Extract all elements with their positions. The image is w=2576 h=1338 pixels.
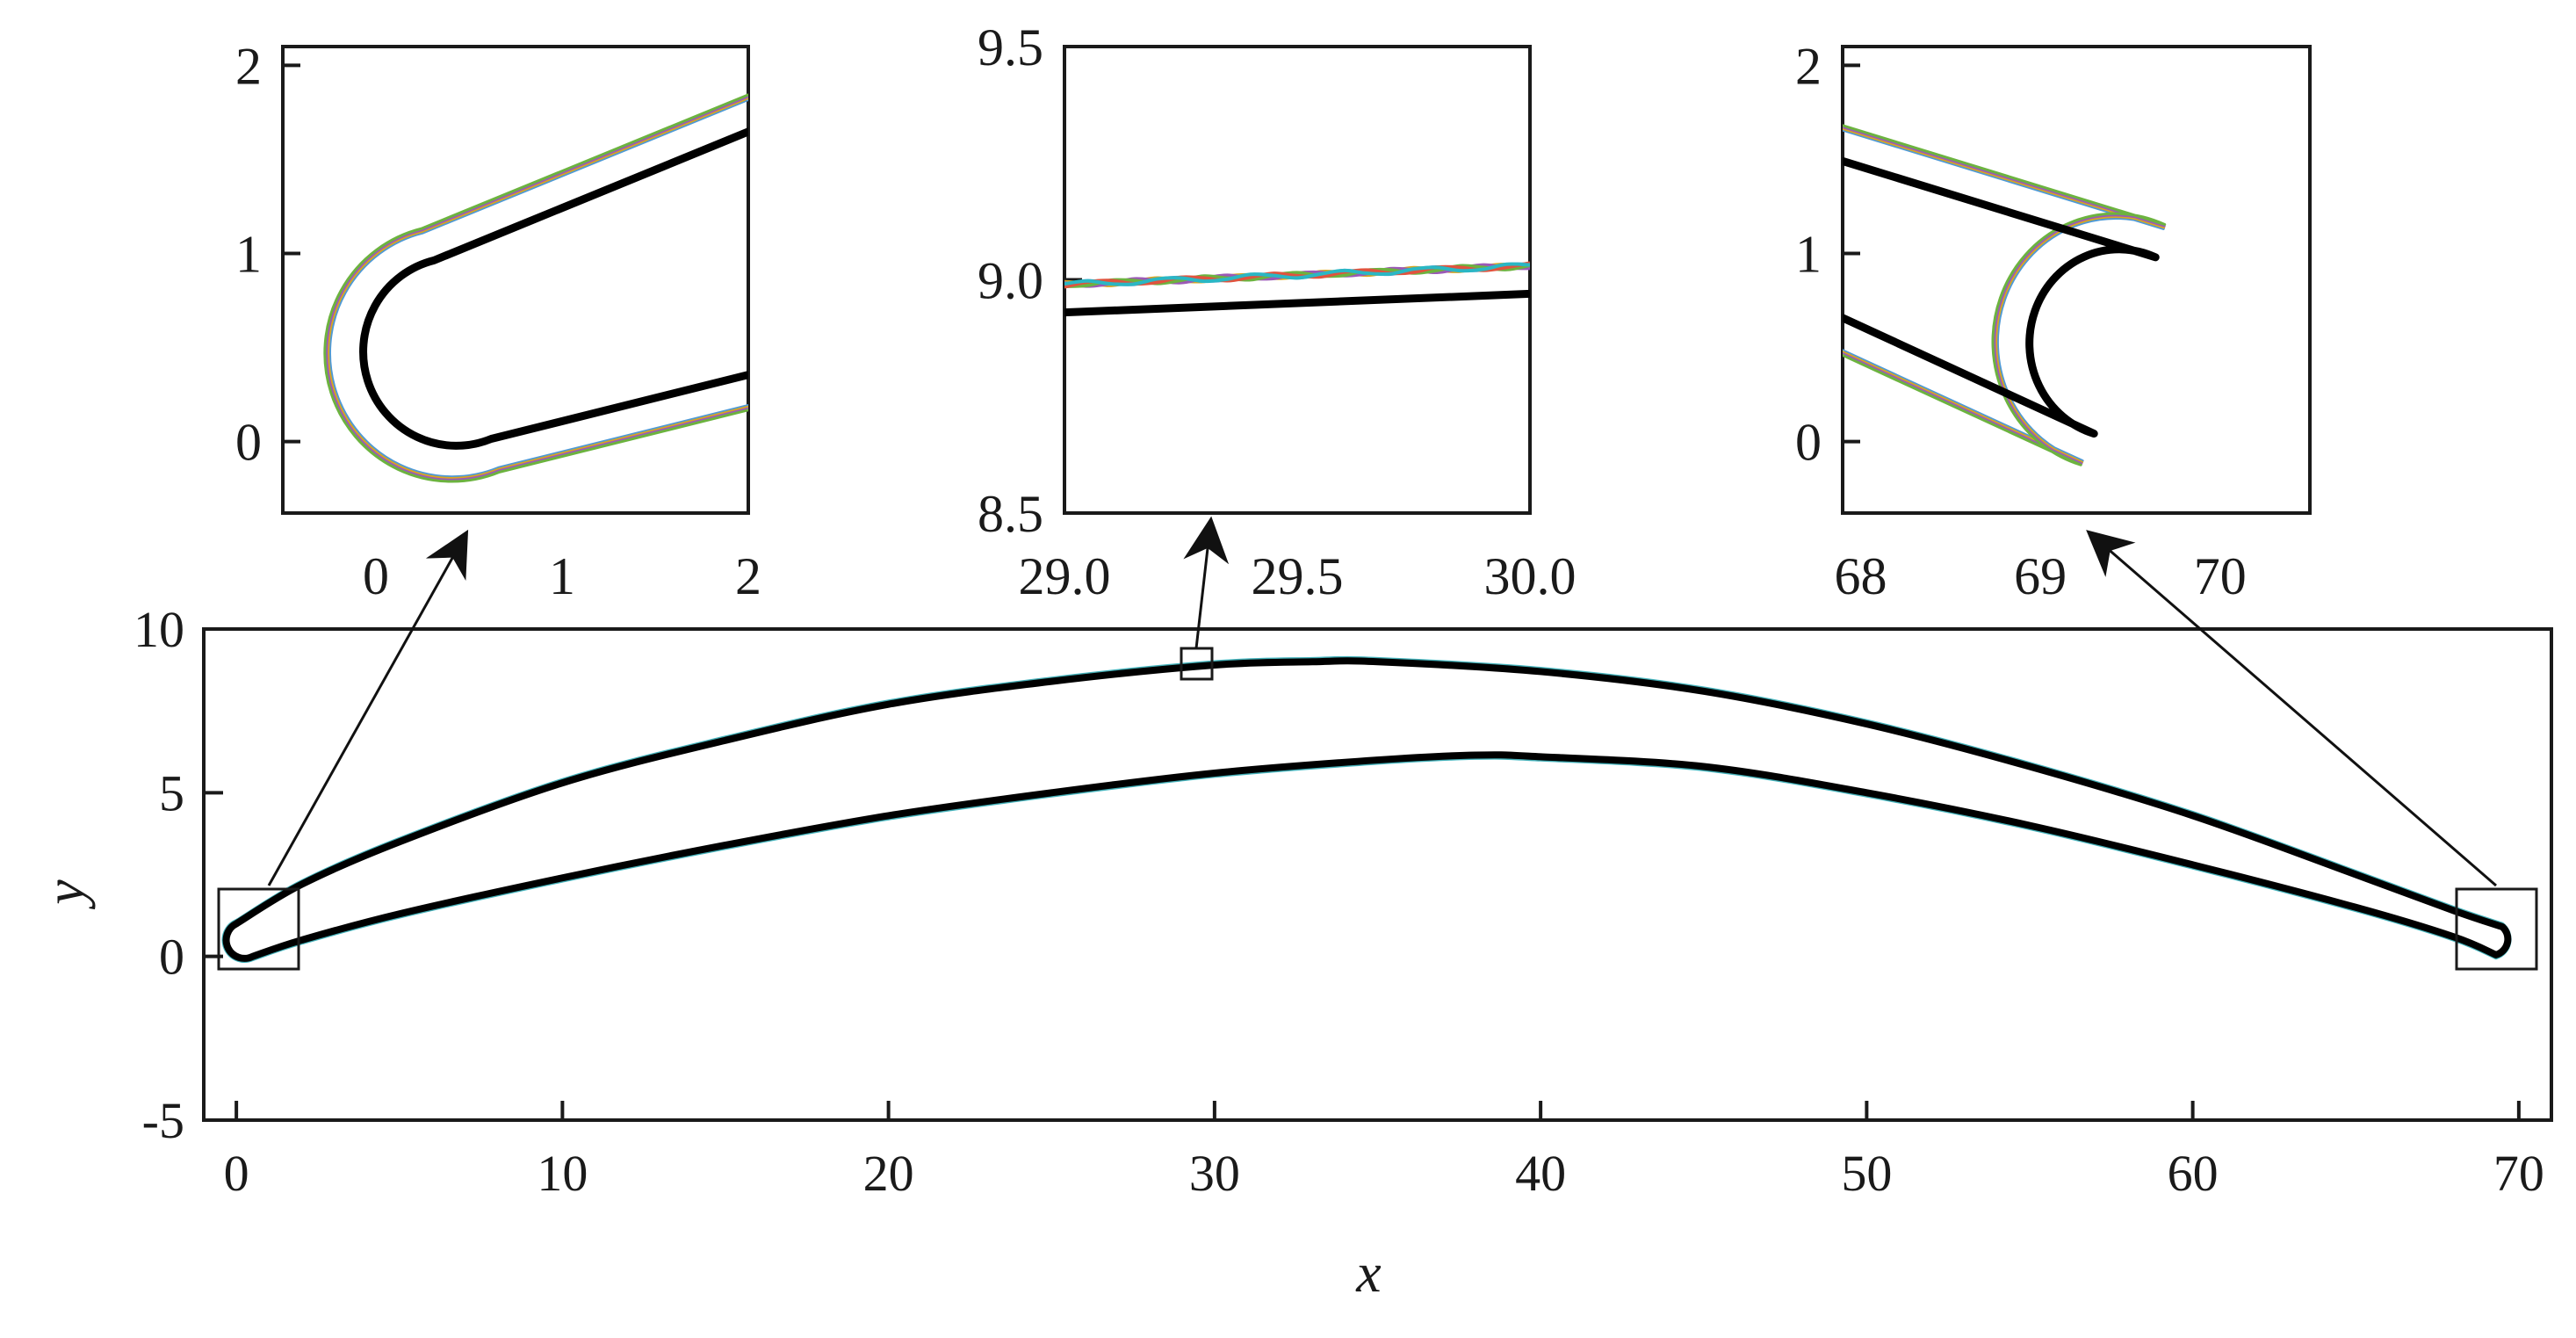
inset-x-tick-label: 1 (549, 547, 575, 605)
zoom-box-inset_right (2455, 887, 2538, 971)
inset-axes-frame (1841, 45, 2312, 515)
inset-x-tick-label: 30.0 (1484, 547, 1577, 605)
inset-y-tick-label: 0 (1795, 414, 1822, 472)
zoom-arrow-right (2086, 530, 2497, 887)
inset-y-tick-label: 9.5 (978, 18, 1043, 76)
inset-offset-contour-series (1843, 128, 2165, 463)
main-axes-frame (202, 627, 2553, 1122)
y-tick-label: 5 (159, 764, 184, 821)
inset-offset-contour-series (323, 93, 748, 483)
x-axis-title: x (1355, 1241, 1381, 1304)
inset-y-tick-label: 2 (1795, 37, 1822, 95)
inset-y-tick-label: 8.5 (978, 485, 1043, 543)
main-plot: 0 10 20 30 40 50 60 70 -5 0 5 10 x y (33, 601, 2553, 1304)
inset-y-tick-label: 2 (235, 37, 262, 95)
x-tick-label: 0 (224, 1145, 249, 1202)
zoom-arrow-middle (1183, 516, 1230, 649)
inset-offset-contour-series (1843, 124, 2167, 466)
reference-contour-series (222, 657, 2512, 962)
y-tick-label: 10 (133, 601, 184, 658)
inset-y-tick-label: 9.0 (978, 252, 1043, 310)
zoom-arrows (267, 516, 2497, 887)
inset-y-tick-label: 1 (1795, 226, 1822, 284)
inset-x-tick-label: 0 (363, 547, 389, 605)
inset-x-tick-label: 29.0 (1019, 547, 1111, 605)
inset-reference-contour-series (1064, 289, 1530, 317)
inset-offset-contour-series (325, 95, 748, 481)
x-tick-label: 30 (1189, 1145, 1240, 1202)
inset-plot-area (1843, 124, 2167, 466)
x-tick-label: 70 (2493, 1145, 2544, 1202)
inset-reference-contour-series (359, 127, 748, 450)
inset-offset-contour-series (328, 98, 748, 479)
inset-left-plot: 0 1 2 0 1 2 (235, 37, 761, 605)
inset-x-tick-label: 68 (1834, 547, 1887, 605)
inset-plot-area (323, 93, 748, 483)
x-tick-label: 20 (863, 1145, 914, 1202)
inset-offset-contour-series (1843, 125, 2166, 466)
inset-x-tick-label: 29.5 (1252, 547, 1344, 605)
zoom-box-inset_left (217, 887, 300, 971)
inset-reference-contour-series (1843, 156, 2160, 438)
inset-x-tick-label: 69 (2014, 547, 2067, 605)
x-tick-label: 60 (2168, 1145, 2219, 1202)
y-tick-label: -5 (142, 1092, 184, 1149)
y-tick-label: 0 (159, 929, 184, 986)
inset-plot-area (1064, 261, 1530, 317)
zoom-arrow-left (267, 529, 469, 886)
inset-offset-contour-series (1843, 127, 2166, 464)
inset-x-tick-label: 2 (735, 547, 761, 605)
inset-x-tick-label: 70 (2194, 547, 2247, 605)
inset-right-plot: 68 69 70 0 1 2 (1795, 37, 2312, 605)
x-tick-label: 50 (1841, 1145, 1892, 1202)
y-axis-title: y (33, 879, 96, 910)
inset-y-tick-label: 1 (235, 226, 262, 284)
inset-y-tick-label: 0 (235, 414, 262, 472)
inset-offset-contour-series (1064, 262, 1530, 286)
x-tick-label: 40 (1515, 1145, 1566, 1202)
inset-offset-contour-series (327, 96, 748, 480)
inset-middle-plot: 29.0 29.5 30.0 8.5 9.0 9.5 (978, 18, 1577, 605)
x-tick-label: 10 (537, 1145, 588, 1202)
